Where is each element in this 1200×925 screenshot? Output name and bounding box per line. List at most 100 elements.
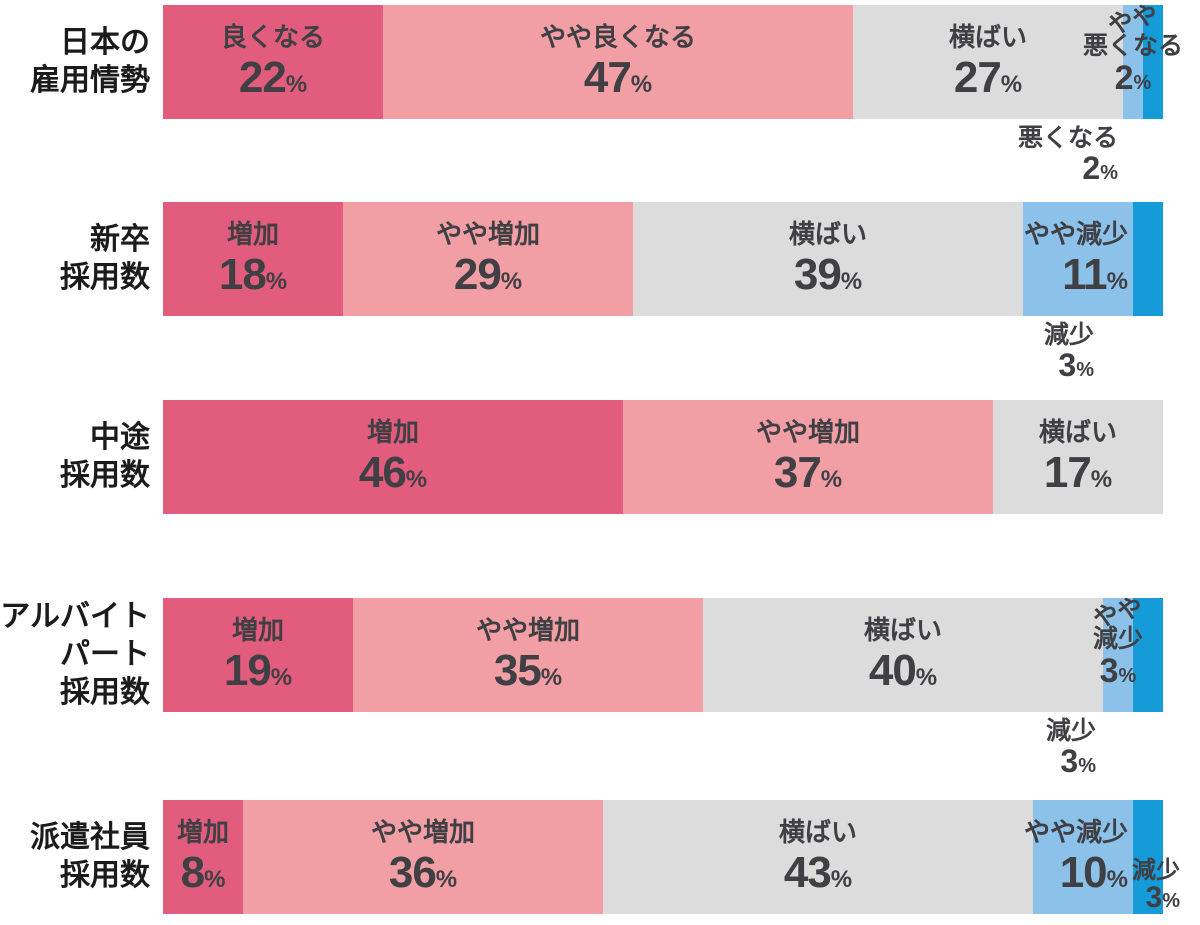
segment-label: 増加 46% [163, 400, 623, 514]
category-label-line: パート [60, 638, 150, 672]
segment-value: 2% [1082, 150, 1118, 186]
segment-name: 横ばい [778, 817, 857, 848]
category-label: 新卒 採用数 [0, 202, 150, 316]
segment-name: 減少 [1132, 857, 1180, 884]
percent-sign: % [820, 465, 843, 493]
segment-name: やや良くなる [539, 22, 696, 53]
segment-value: 3% [1145, 881, 1180, 915]
segment-label: やや減少 11% [1023, 202, 1133, 316]
segment-value: 46% [358, 447, 428, 497]
segment-below-label: 悪くなる 2% [1017, 124, 1118, 186]
percent-sign: % [830, 865, 853, 893]
segment-name: やや増加 [370, 817, 475, 848]
stacked-bar: 良くなる 22% やや良くなる 47% 横ばい 27% やや 悪くなる 2% 悪くなる 2% [163, 0, 1183, 184]
percent-sign: % [1106, 267, 1128, 295]
segment-name: やや増加 [755, 417, 860, 448]
segment-label: やや増加 29% [343, 202, 633, 316]
segment-label: 増加 8% [163, 800, 243, 914]
segment-name: 減少 [1092, 625, 1144, 653]
segment-value: 29% [453, 249, 523, 299]
chart-row: 日本の 雇用情勢 良くなる 22% やや良くなる 47% 横ばい 27% やや 悪くなる 2% 悪くな… [0, 0, 1200, 184]
bar-segment: 良くなる 22% [163, 5, 383, 119]
segment-name: 増加 [231, 615, 284, 646]
segment-value: 18% [218, 249, 288, 299]
percent-sign: % [1133, 72, 1152, 94]
segment-value: 27% [953, 52, 1023, 102]
segment-value: 17% [1043, 447, 1113, 497]
bar-segment: やや減少 10% [1024, 800, 1133, 914]
segment-label: やや良くなる 47% [383, 5, 853, 119]
category-label: 中途 採用数 [0, 400, 150, 514]
segment-value: 39% [793, 249, 863, 299]
segment-name: やや減少 [1023, 219, 1128, 250]
bar-segment: 横ばい 40% [703, 598, 1103, 712]
segment-label: やや減少 10% [1024, 800, 1133, 914]
bar-segment: 横ばい 27% [853, 5, 1123, 119]
segment-value: 47% [583, 52, 653, 102]
percent-sign: % [1076, 359, 1094, 381]
bar-segment: 横ばい 43% [603, 800, 1033, 914]
segment-label: やや増加 35% [353, 598, 703, 712]
segment-value: 37% [773, 447, 843, 497]
percent-sign: % [1078, 755, 1096, 777]
segment-label: 横ばい 27% [853, 5, 1123, 119]
stacked-bar: 増加 18% やや増加 29% 横ばい 39% やや減少 11% 減少 3% [163, 202, 1163, 381]
chart-row: アルバイト パート 採用数 増加 19% やや増加 35% 横ばい 40% やや 減少 3% 減少 3% [0, 593, 1200, 777]
bar-segment [1103, 598, 1133, 712]
chart-row: 派遣社員 採用数 増加 8% やや増加 36% 横ばい 43% やや減少 10% 減少 3% [0, 800, 1200, 914]
percent-sign: % [840, 267, 863, 295]
bar-segment: 横ばい 39% [633, 202, 1023, 316]
segment-name: 良くなる [220, 22, 325, 53]
segment-value: 11% [1062, 249, 1128, 299]
segment-name: 増加 [226, 219, 279, 250]
segment-label: 増加 19% [163, 598, 353, 712]
bar-segment: やや増加 37% [623, 400, 993, 514]
bar-segment: やや減少 11% [1023, 202, 1133, 316]
category-label-line: 雇用情勢 [30, 64, 150, 97]
segment-value: 3% [1058, 347, 1094, 383]
percent-sign: % [405, 465, 428, 493]
category-label-line: 採用数 [60, 859, 150, 892]
segment-value: 36% [388, 847, 458, 897]
segment-name: やや増加 [475, 615, 580, 646]
segment-label: やや増加 36% [243, 800, 603, 914]
segment-name: 増加 [366, 417, 419, 448]
percent-sign: % [1000, 70, 1023, 98]
bar-segment [1133, 598, 1163, 712]
segment-value: 19% [223, 645, 293, 695]
bar-segment [1133, 202, 1163, 316]
segment-label: 横ばい 40% [703, 598, 1103, 712]
segment-value: 3% [1099, 652, 1137, 690]
percent-sign: % [915, 663, 938, 691]
category-label-line: 採用数 [60, 675, 150, 709]
category-label-line: アルバイト [0, 600, 150, 634]
segment-label: 横ばい 43% [603, 800, 1033, 914]
percent-sign: % [1090, 465, 1113, 493]
segment-name: 悪くなる [1017, 124, 1118, 152]
chart-row: 新卒 採用数 増加 18% やや増加 29% 横ばい 39% やや減少 11% 減少 3% [0, 202, 1200, 381]
category-label: 日本の 雇用情勢 [0, 5, 150, 119]
segment-below-label: 減少 3% [1045, 717, 1096, 778]
percent-sign: % [204, 865, 226, 893]
segment-label: 横ばい 39% [633, 202, 1023, 316]
percent-sign: % [1162, 890, 1180, 913]
bar-segment: やや良くなる 47% [383, 5, 853, 119]
segment-value: 43% [783, 847, 853, 897]
segment-name: やや増加 [435, 219, 540, 250]
segment-name: 減少 [1045, 717, 1096, 745]
percent-sign: % [500, 267, 523, 295]
stacked-bar: 増加 46% やや増加 37% 横ばい 17% [163, 400, 1163, 514]
bar-segment [1123, 5, 1143, 119]
category-label-line: 派遣社員 [30, 821, 150, 855]
segment-name: 横ばい [863, 615, 942, 646]
percent-sign: % [270, 663, 293, 691]
segment-name: 増加 [176, 817, 229, 848]
bar-segment [1133, 800, 1163, 914]
segment-overlay-label: やや 減少 3% [1090, 593, 1146, 690]
percent-sign: % [285, 70, 308, 98]
segment-label: 良くなる 22% [163, 5, 383, 119]
category-label-line: 採用数 [60, 459, 150, 492]
bar-segment [1143, 5, 1163, 119]
segment-value: 35% [493, 645, 563, 695]
